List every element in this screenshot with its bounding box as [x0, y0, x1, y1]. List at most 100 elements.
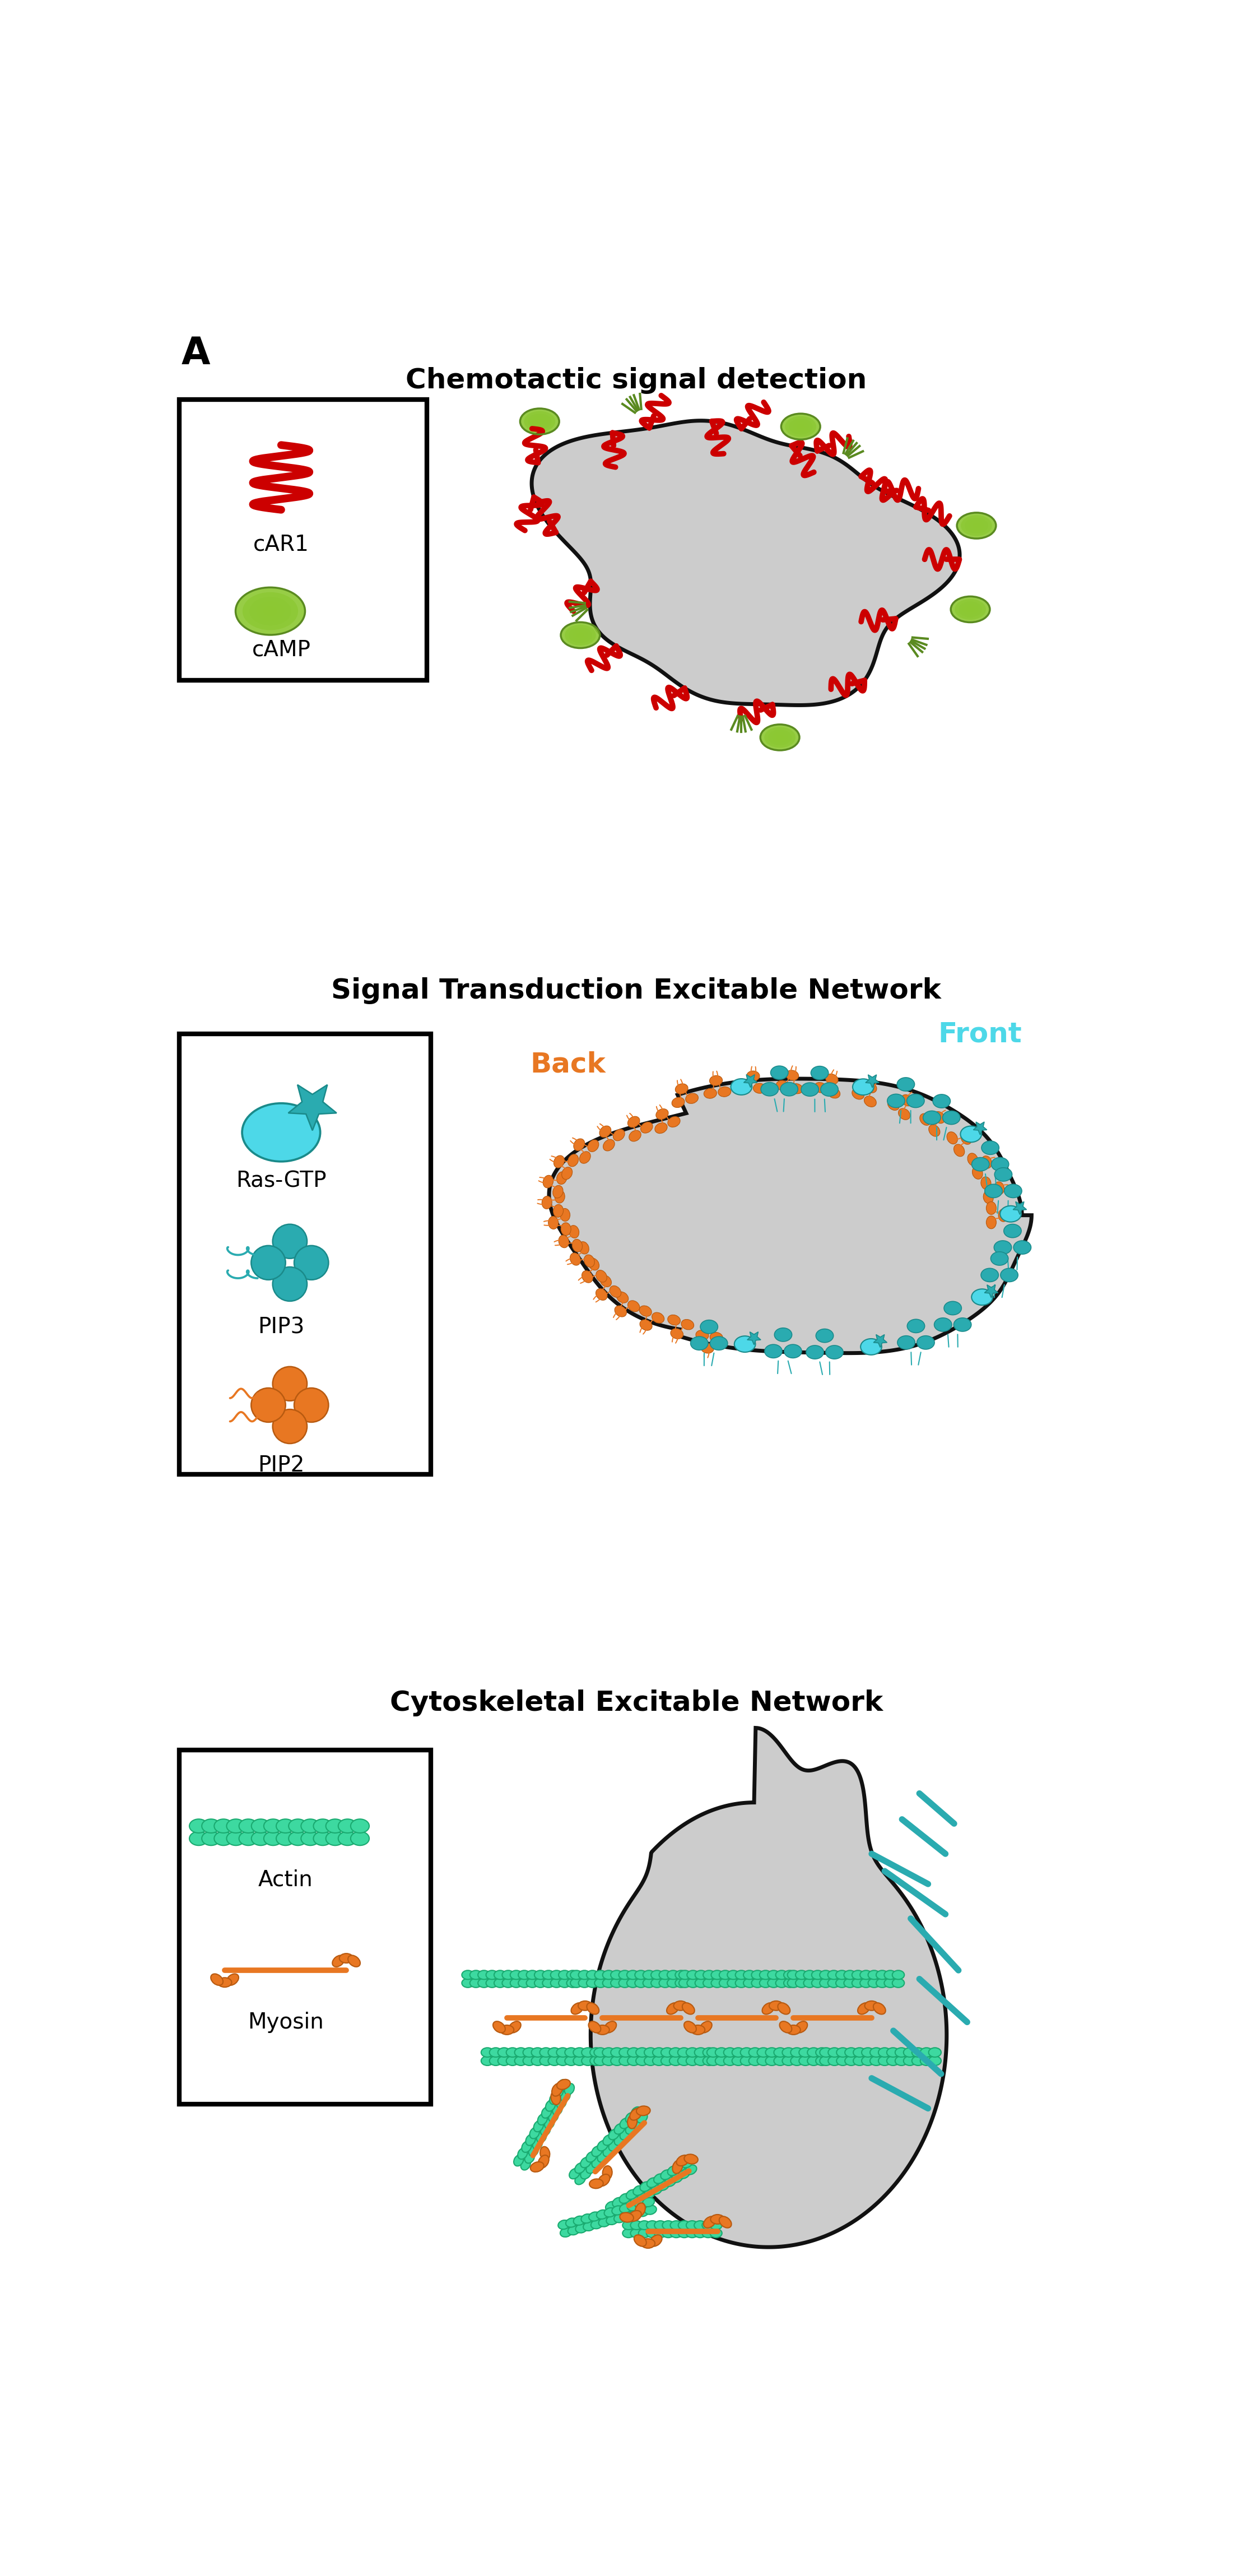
Ellipse shape: [263, 1819, 282, 1834]
Ellipse shape: [954, 1319, 971, 1332]
Polygon shape: [549, 1079, 1032, 1352]
Ellipse shape: [560, 1208, 570, 1221]
Polygon shape: [974, 1123, 987, 1136]
Ellipse shape: [667, 2166, 679, 2177]
Ellipse shape: [651, 2184, 662, 2195]
Ellipse shape: [920, 2048, 933, 2058]
Ellipse shape: [333, 1955, 344, 1968]
Ellipse shape: [620, 2202, 631, 2213]
Ellipse shape: [853, 2056, 866, 2066]
Ellipse shape: [469, 1978, 482, 1989]
Ellipse shape: [558, 2221, 570, 2228]
Ellipse shape: [529, 2128, 539, 2138]
Ellipse shape: [325, 1819, 344, 1834]
Ellipse shape: [951, 598, 990, 623]
Ellipse shape: [971, 1157, 990, 1172]
Ellipse shape: [508, 2022, 520, 2032]
Ellipse shape: [815, 1082, 827, 1092]
Ellipse shape: [489, 2048, 502, 2058]
Ellipse shape: [981, 1177, 991, 1190]
Ellipse shape: [523, 2048, 535, 2058]
Ellipse shape: [627, 2056, 640, 2066]
Ellipse shape: [749, 2056, 761, 2066]
Ellipse shape: [790, 1084, 802, 1095]
Ellipse shape: [999, 1208, 1009, 1221]
Ellipse shape: [682, 2002, 694, 2014]
Ellipse shape: [776, 1971, 787, 1978]
Ellipse shape: [784, 1971, 796, 1978]
Ellipse shape: [251, 1388, 286, 1422]
Ellipse shape: [732, 2056, 744, 2066]
Ellipse shape: [510, 1978, 523, 1989]
Ellipse shape: [214, 1832, 232, 1844]
Ellipse shape: [816, 2048, 828, 2058]
Ellipse shape: [827, 1971, 840, 1978]
Ellipse shape: [852, 1079, 874, 1095]
Ellipse shape: [760, 724, 800, 750]
Ellipse shape: [678, 2169, 689, 2179]
Ellipse shape: [596, 1288, 607, 1301]
Ellipse shape: [602, 2166, 612, 2179]
Ellipse shape: [538, 2156, 549, 2169]
Ellipse shape: [534, 2120, 544, 2133]
Ellipse shape: [645, 2048, 657, 2058]
Ellipse shape: [653, 2174, 664, 2184]
Ellipse shape: [828, 2056, 841, 2066]
Ellipse shape: [869, 2056, 883, 2066]
Ellipse shape: [696, 1329, 709, 1340]
Ellipse shape: [581, 1270, 592, 1283]
Ellipse shape: [201, 1819, 220, 1834]
Ellipse shape: [710, 1337, 728, 1350]
Ellipse shape: [589, 2213, 601, 2221]
Ellipse shape: [836, 1978, 848, 1989]
Ellipse shape: [753, 1084, 766, 1092]
Ellipse shape: [549, 2094, 559, 2105]
Ellipse shape: [592, 2156, 602, 2169]
Ellipse shape: [214, 1819, 232, 1834]
Ellipse shape: [542, 1195, 551, 1208]
Ellipse shape: [986, 1200, 996, 1213]
Ellipse shape: [667, 1978, 679, 1989]
Ellipse shape: [580, 2169, 591, 2179]
Ellipse shape: [578, 2002, 592, 2009]
Ellipse shape: [626, 2190, 637, 2200]
Ellipse shape: [887, 1095, 905, 1108]
Ellipse shape: [744, 1978, 755, 1989]
Ellipse shape: [672, 2172, 683, 2182]
Ellipse shape: [686, 2048, 699, 2058]
Ellipse shape: [671, 2221, 682, 2231]
Ellipse shape: [995, 1167, 1012, 1182]
Ellipse shape: [820, 2048, 832, 2058]
Ellipse shape: [542, 2107, 551, 2117]
Ellipse shape: [672, 1097, 684, 1108]
Ellipse shape: [565, 2056, 578, 2066]
Ellipse shape: [674, 2161, 686, 2172]
Ellipse shape: [704, 1090, 717, 1097]
Ellipse shape: [652, 1311, 664, 1324]
Ellipse shape: [527, 1971, 538, 1978]
Ellipse shape: [263, 605, 277, 616]
Ellipse shape: [764, 726, 796, 747]
Ellipse shape: [612, 2197, 623, 2208]
Ellipse shape: [728, 1971, 739, 1978]
Ellipse shape: [718, 1087, 732, 1097]
Ellipse shape: [609, 2130, 620, 2141]
Ellipse shape: [676, 1978, 687, 1989]
Ellipse shape: [627, 2115, 637, 2128]
Ellipse shape: [524, 2151, 534, 2164]
Ellipse shape: [966, 608, 974, 613]
Ellipse shape: [954, 1144, 965, 1157]
Ellipse shape: [984, 1190, 994, 1203]
Ellipse shape: [636, 2048, 648, 2058]
Ellipse shape: [696, 1978, 707, 1989]
Ellipse shape: [660, 1978, 671, 1989]
Ellipse shape: [263, 1832, 282, 1844]
Ellipse shape: [622, 2210, 633, 2221]
Ellipse shape: [611, 2056, 623, 2066]
Ellipse shape: [678, 2048, 691, 2058]
Ellipse shape: [226, 1819, 245, 1834]
Ellipse shape: [540, 2048, 553, 2058]
Ellipse shape: [481, 2048, 493, 2058]
Ellipse shape: [821, 1082, 838, 1097]
Ellipse shape: [568, 1154, 579, 1167]
